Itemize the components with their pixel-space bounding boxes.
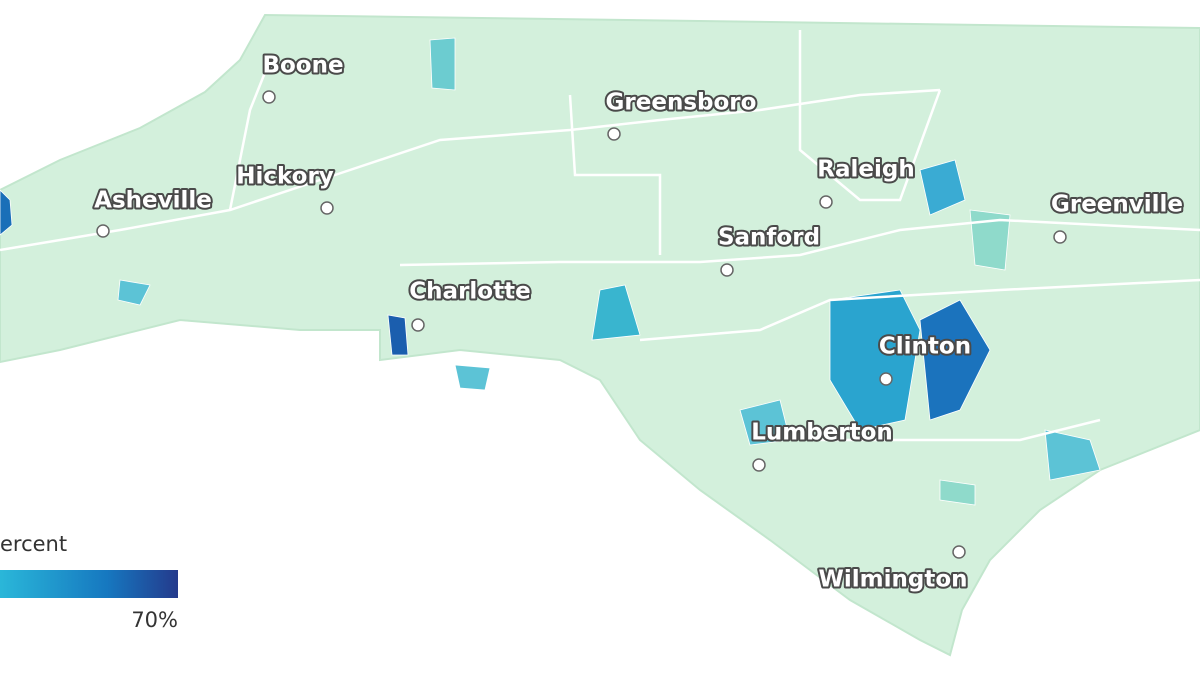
city-label: Clinton (879, 334, 971, 360)
city-dot (1053, 230, 1067, 244)
city-dot (752, 458, 766, 472)
legend-gradient (0, 570, 178, 598)
city-dot (411, 318, 425, 332)
city-dot (720, 263, 734, 277)
city-label: Boone (262, 53, 343, 79)
city-label: Charlotte (409, 279, 530, 305)
city-label: Wilmington (819, 567, 968, 593)
high-value-areas (0, 37, 1101, 506)
city-dot (952, 545, 966, 559)
city-label: Lumberton (751, 420, 893, 446)
city-dot (320, 201, 334, 215)
city-label: Greenville (1051, 192, 1183, 218)
city-dot (819, 195, 833, 209)
region-borders (0, 30, 1200, 442)
city-dot (96, 224, 110, 238)
city-label: Asheville (94, 188, 212, 214)
city-label: Greensboro (606, 90, 757, 116)
legend-max-label: 70% (131, 608, 178, 632)
city-dot (262, 90, 276, 104)
city-dot (607, 127, 621, 141)
city-label: Raleigh (817, 157, 914, 183)
city-dot (879, 372, 893, 386)
legend-title: ercent (0, 532, 67, 556)
city-label: Sanford (718, 225, 820, 251)
city-label: Hickory (236, 164, 334, 190)
city-layer: Boone Greensboro Hickory Asheville Raleigh Sa… (92, 51, 1185, 595)
